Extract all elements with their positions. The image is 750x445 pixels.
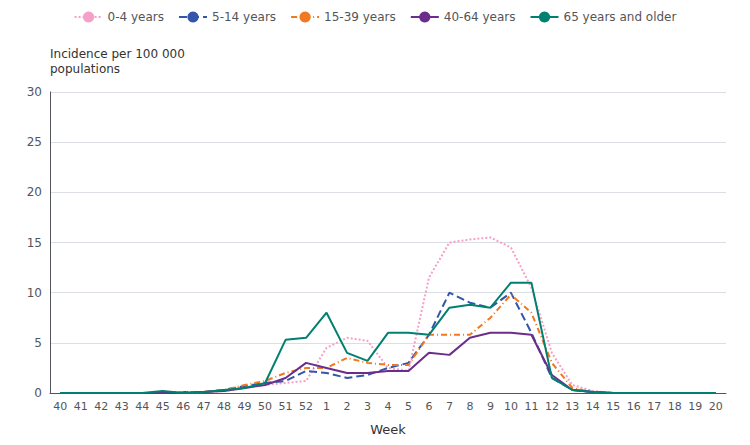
svg-text:9: 9 xyxy=(487,400,494,413)
svg-text:49: 49 xyxy=(238,400,252,413)
svg-text:20: 20 xyxy=(27,185,42,199)
svg-text:30: 30 xyxy=(27,85,42,99)
svg-text:13: 13 xyxy=(565,400,579,413)
svg-text:10: 10 xyxy=(27,286,42,300)
svg-text:43: 43 xyxy=(115,400,129,413)
svg-text:20: 20 xyxy=(709,400,723,413)
svg-text:47: 47 xyxy=(197,400,211,413)
svg-text:48: 48 xyxy=(217,400,231,413)
svg-text:16: 16 xyxy=(627,400,641,413)
svg-text:15: 15 xyxy=(27,236,42,250)
svg-text:46: 46 xyxy=(176,400,190,413)
svg-text:50: 50 xyxy=(258,400,272,413)
svg-text:40: 40 xyxy=(53,400,67,413)
svg-text:42: 42 xyxy=(94,400,108,413)
svg-text:19: 19 xyxy=(688,400,702,413)
svg-text:15-39 years: 15-39 years xyxy=(324,10,396,24)
svg-text:51: 51 xyxy=(279,400,293,413)
svg-text:8: 8 xyxy=(466,400,473,413)
svg-text:52: 52 xyxy=(299,400,313,413)
svg-text:Week: Week xyxy=(370,422,406,437)
svg-text:18: 18 xyxy=(668,400,682,413)
svg-text:65 years and older: 65 years and older xyxy=(564,10,677,24)
svg-text:40-64 years: 40-64 years xyxy=(444,10,516,24)
svg-text:2: 2 xyxy=(344,400,351,413)
svg-text:45: 45 xyxy=(156,400,170,413)
svg-text:0-4 years: 0-4 years xyxy=(108,10,164,24)
svg-text:4: 4 xyxy=(385,400,392,413)
svg-text:15: 15 xyxy=(606,400,620,413)
svg-text:25: 25 xyxy=(27,135,42,149)
svg-text:17: 17 xyxy=(647,400,661,413)
svg-text:5: 5 xyxy=(34,336,42,350)
svg-text:populations: populations xyxy=(50,62,120,76)
svg-text:6: 6 xyxy=(425,400,432,413)
svg-text:14: 14 xyxy=(586,400,600,413)
svg-text:0: 0 xyxy=(34,386,42,400)
svg-text:41: 41 xyxy=(74,400,88,413)
svg-text:5-14 years: 5-14 years xyxy=(212,10,276,24)
svg-text:10: 10 xyxy=(504,400,518,413)
svg-text:44: 44 xyxy=(135,400,149,413)
svg-text:3: 3 xyxy=(364,400,371,413)
svg-text:Incidence per 100 000: Incidence per 100 000 xyxy=(50,47,185,61)
svg-text:7: 7 xyxy=(446,400,453,413)
svg-text:11: 11 xyxy=(524,400,538,413)
svg-text:12: 12 xyxy=(545,400,559,413)
svg-text:1: 1 xyxy=(323,400,330,413)
svg-text:5: 5 xyxy=(405,400,412,413)
